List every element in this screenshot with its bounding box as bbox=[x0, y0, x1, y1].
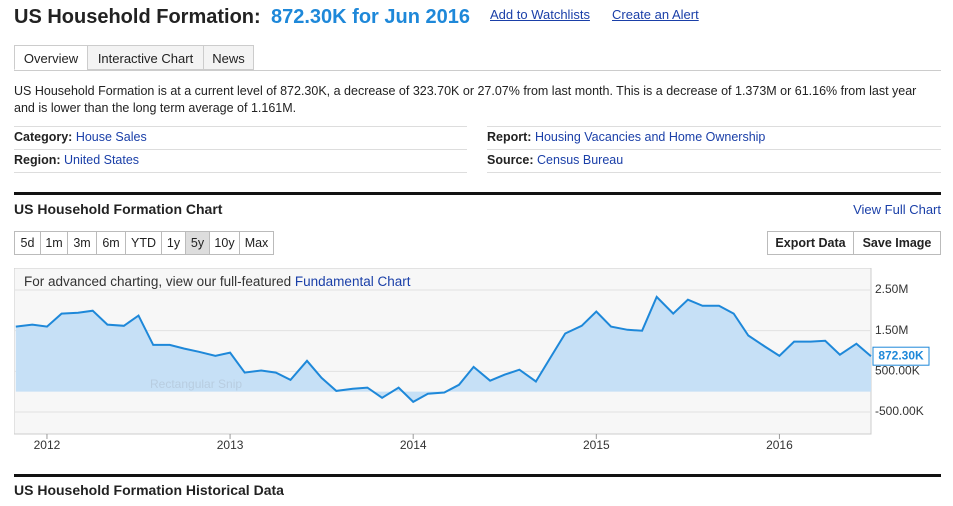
range-button[interactable]: Max bbox=[239, 231, 274, 255]
y-tick-label: 500.00K bbox=[875, 364, 920, 378]
range-button[interactable]: 5d bbox=[14, 231, 41, 255]
view-full-link[interactable]: View Full Chart bbox=[853, 202, 941, 217]
x-tick-label: 2013 bbox=[217, 438, 244, 452]
y-tick-label: 1.50M bbox=[875, 323, 908, 337]
section-title: US Household Formation Historical Data bbox=[14, 482, 284, 498]
section-title: US Household Formation Chart bbox=[14, 201, 223, 217]
description: US Household Formation is at a current l… bbox=[14, 84, 917, 115]
range-button[interactable]: YTD bbox=[125, 231, 162, 255]
range-button[interactable]: 1m bbox=[40, 231, 68, 255]
link[interactable]: House Sales bbox=[75, 130, 147, 144]
info-row: Region: United States bbox=[14, 153, 139, 167]
export-button[interactable]: Export Data bbox=[767, 231, 854, 255]
tab[interactable]: Interactive Chart bbox=[87, 45, 204, 70]
y-tick-label: -500.00K bbox=[875, 404, 924, 418]
chart-note: For advanced charting, view our full-fea… bbox=[24, 274, 410, 289]
value-callout bbox=[872, 346, 930, 366]
x-tick-label: 2016 bbox=[766, 438, 793, 452]
info-row: Category: House Sales bbox=[14, 130, 147, 144]
x-tick-label: 2015 bbox=[583, 438, 610, 452]
range-button[interactable]: 6m bbox=[96, 231, 126, 255]
tab[interactable]: Overview bbox=[14, 45, 88, 70]
range-button[interactable]: 10y bbox=[209, 231, 240, 255]
x-tick-label: 2012 bbox=[34, 438, 61, 452]
info-row: Source: Census Bureau bbox=[487, 153, 623, 167]
tab[interactable]: News bbox=[203, 45, 254, 70]
value-label: 872.30K bbox=[878, 348, 924, 362]
info-row: Report: Housing Vacancies and Home Owner… bbox=[487, 130, 765, 144]
watermark: Rectangular Snip bbox=[150, 377, 242, 391]
x-tick-label: 2014 bbox=[400, 438, 427, 452]
label: Category: bbox=[14, 130, 73, 144]
y-tick-label: 2.50M bbox=[875, 282, 908, 296]
label: Region: bbox=[14, 153, 61, 167]
range-button[interactable]: 5y bbox=[185, 231, 210, 255]
link[interactable]: Housing Vacancies and Home Ownership bbox=[534, 130, 766, 144]
link[interactable]: United States bbox=[64, 153, 140, 167]
range-button[interactable]: 1y bbox=[161, 231, 186, 255]
save-button[interactable]: Save Image bbox=[853, 231, 941, 255]
alert-link[interactable]: Create an Alert bbox=[612, 7, 699, 22]
page-title: US Household Formation: bbox=[14, 6, 261, 28]
area bbox=[15, 296, 872, 402]
line bbox=[15, 295, 872, 404]
label: Report: bbox=[487, 130, 532, 144]
current-value: 872.30K for Jun 2016 bbox=[271, 6, 470, 28]
watchlist-link[interactable]: Add to Watchlists bbox=[490, 7, 590, 22]
note-link[interactable]: Fundamental Chart bbox=[294, 274, 411, 289]
range-button[interactable]: 3m bbox=[67, 231, 97, 255]
label: Source: bbox=[487, 153, 534, 167]
link[interactable]: Census Bureau bbox=[537, 153, 624, 167]
chart: -500.00K 500.00K 1.50M 2.50M 2012 2013 2014 201… bbox=[14, 268, 930, 452]
note-text: For advanced charting, view our full-fea… bbox=[24, 274, 292, 289]
